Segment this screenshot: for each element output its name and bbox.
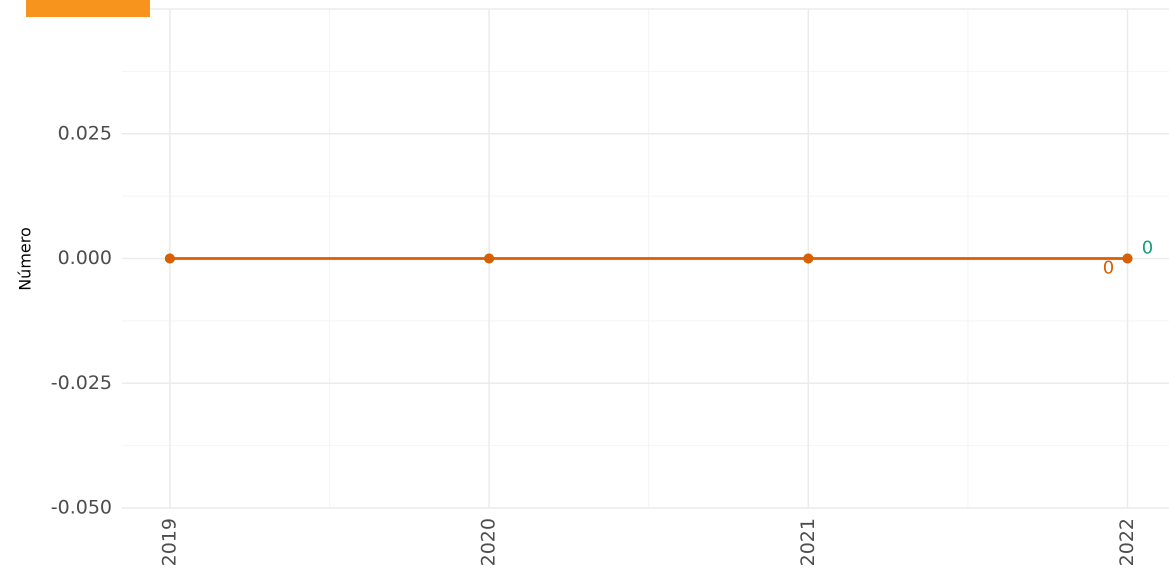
x-tick-label: 2019	[158, 518, 180, 566]
point	[803, 253, 814, 264]
point	[484, 253, 495, 264]
y-axis-label: Número	[16, 227, 35, 291]
y-tick-label: -0.050	[51, 497, 112, 519]
y-tick-label: -0.025	[51, 372, 112, 394]
x-tick-label: 2020	[478, 518, 500, 566]
x-tick-label: 2022	[1116, 518, 1138, 566]
x-tick-label: 2021	[797, 518, 819, 566]
point	[164, 253, 175, 264]
y-tick-label: 0.000	[58, 247, 112, 269]
data-label: 0	[1103, 258, 1114, 279]
point	[1122, 253, 1133, 264]
data-label: 0	[1142, 238, 1153, 259]
y-tick-label: 0.025	[58, 122, 112, 144]
logo-badge	[26, 0, 150, 17]
